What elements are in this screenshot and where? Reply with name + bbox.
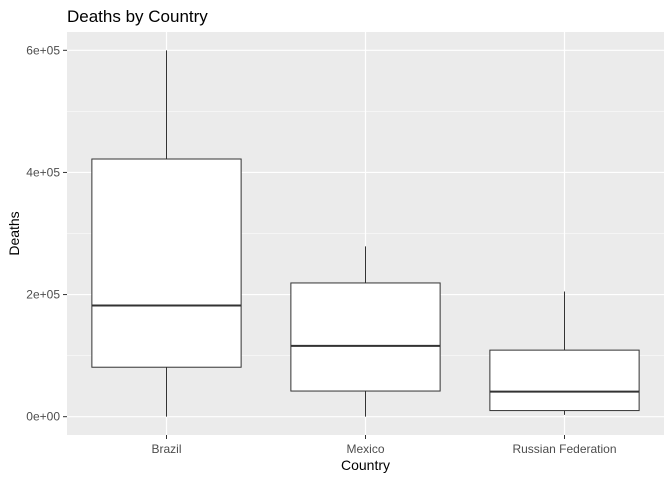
box-iqr <box>489 349 640 412</box>
y-axis-title: Deaths <box>6 211 22 255</box>
box-iqr <box>290 282 441 392</box>
y-tick-label: 0e+00 <box>26 410 60 424</box>
y-tick-label: 2e+05 <box>26 288 60 302</box>
box-brazil <box>91 50 242 417</box>
x-tick-label: Mexico <box>346 442 384 456</box>
boxes <box>91 50 640 417</box>
box-mexico <box>290 246 441 417</box>
x-axis-ticks: Brazil Mexico Russian Federation <box>151 435 617 456</box>
y-axis-ticks: 0e+00 2e+05 4e+05 6e+05 <box>26 43 67 424</box>
x-tick-label: Brazil <box>151 442 181 456</box>
y-tick-label: 4e+05 <box>26 165 60 179</box>
box-iqr <box>91 158 242 368</box>
chart-title: Deaths by Country <box>67 7 208 26</box>
box-russian-federation <box>489 291 640 415</box>
y-tick-label: 6e+05 <box>26 43 60 57</box>
x-tick-label: Russian Federation <box>512 442 616 456</box>
x-axis-title: Country <box>341 457 390 473</box>
